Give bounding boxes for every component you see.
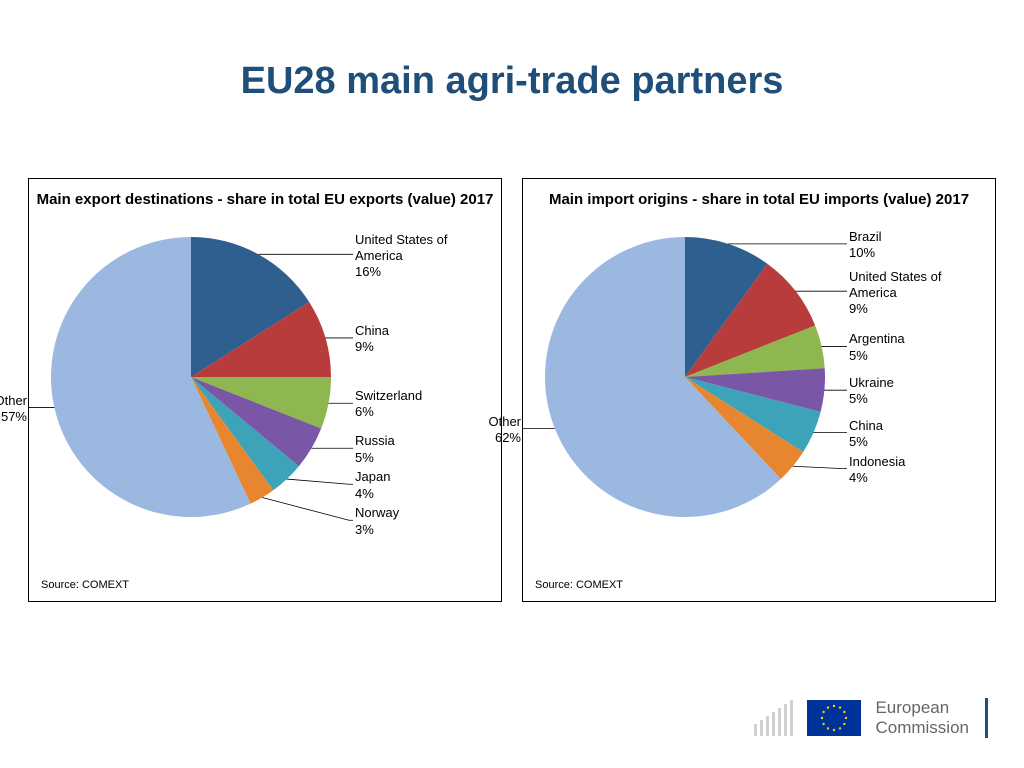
slice-label: United States ofAmerica9% [849,269,942,318]
slice-label: Other62% [488,414,521,447]
charts-row: Main export destinations - share in tota… [28,178,996,602]
slice-label: Indonesia4% [849,454,905,487]
slice-label: Ukraine5% [849,375,894,408]
slice-label: Norway3% [355,505,399,538]
slice-label: Switzerland6% [355,388,422,421]
chart-panel-exports: Main export destinations - share in tota… [28,178,502,602]
page-title: EU28 main agri-trade partners [0,60,1024,103]
pie-chart [51,237,331,517]
ec-logo-bar [985,698,988,738]
slice-label: Argentina5% [849,331,905,364]
slice-label: Other57% [0,393,27,426]
ec-logo-text: European Commission [875,698,969,737]
slice-label: United States ofAmerica16% [355,232,448,281]
slice-label: China5% [849,418,883,451]
slice-label: Russia5% [355,433,395,466]
ec-logo-line2: Commission [875,718,969,738]
ec-logo-line1: European [875,698,969,718]
slice-label: China9% [355,323,389,356]
chart-source: Source: COMEXT [41,579,129,591]
chart-source: Source: COMEXT [535,579,623,591]
ec-building-icon [754,700,793,736]
chart-panel-imports: Main import origins - share in total EU … [522,178,996,602]
chart-title: Main export destinations - share in tota… [29,191,501,208]
eu-flag-icon [807,700,861,736]
european-commission-logo: European Commission [754,698,988,738]
pie-chart [545,237,825,517]
slice-label: Brazil10% [849,229,882,262]
chart-title: Main import origins - share in total EU … [523,191,995,208]
slice-label: Japan4% [355,469,390,502]
